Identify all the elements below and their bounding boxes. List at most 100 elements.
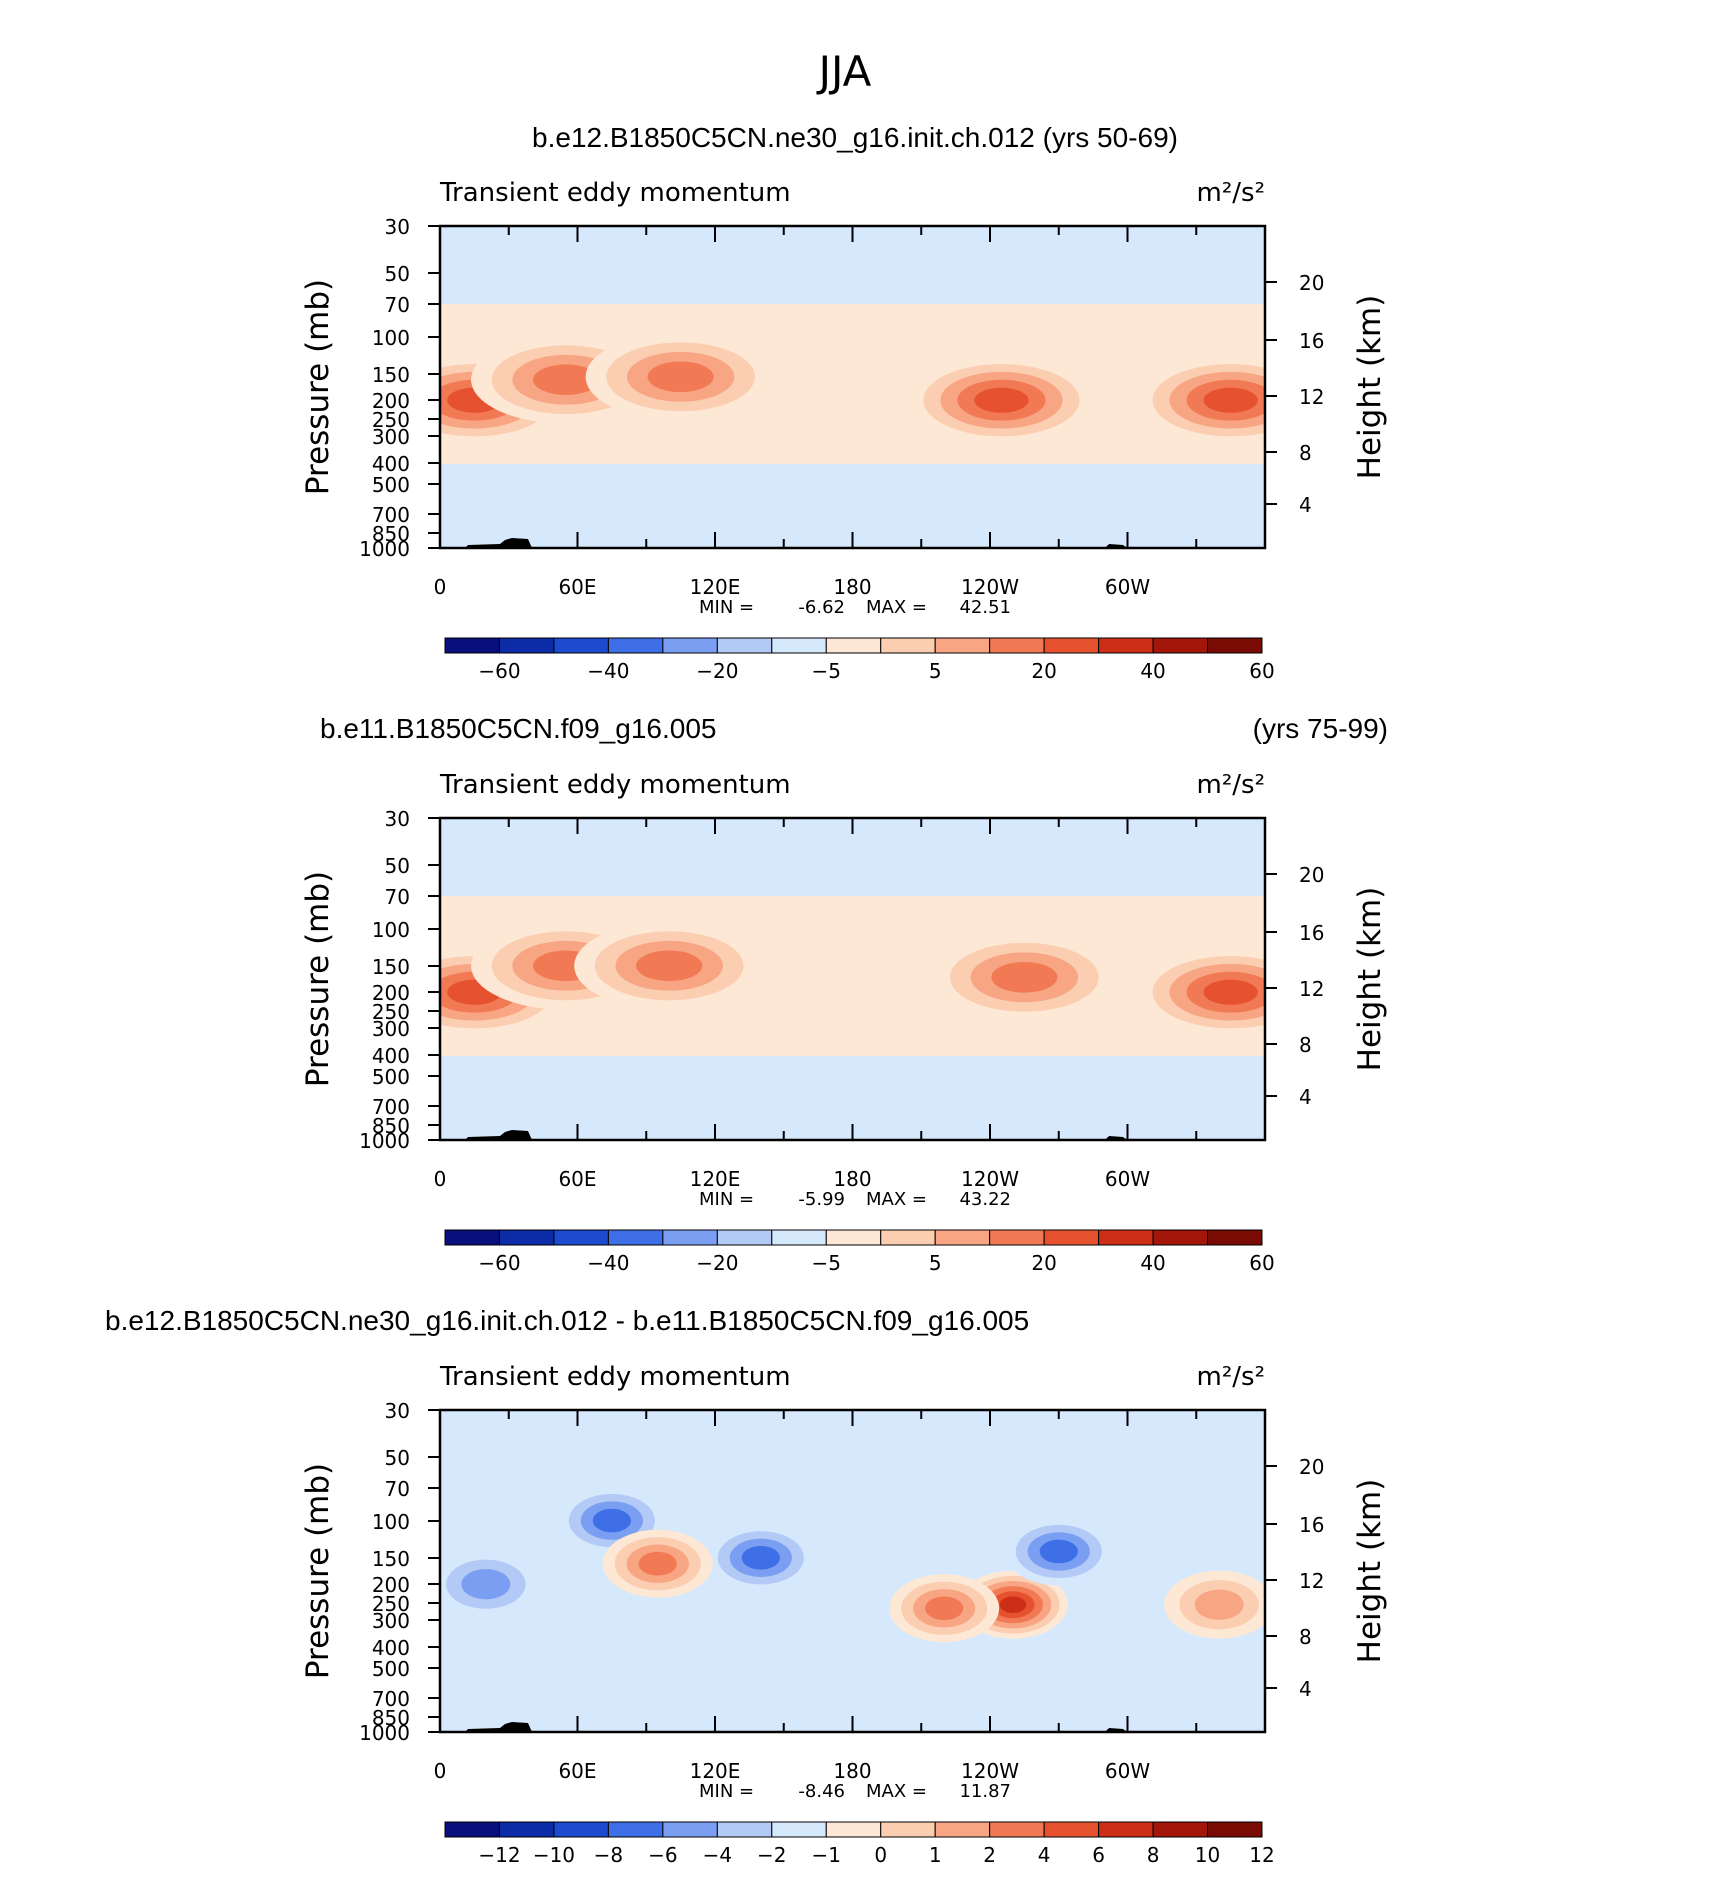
colorbar-box [989,637,1045,654]
y-tick-label: 70 [385,885,410,909]
max-value: 43.22 [959,1189,1011,1210]
colorbar-box [716,1229,773,1246]
panel-subtitle: Transient eddy momentum [439,1362,791,1392]
y-tick-label: 300 [372,1609,410,1633]
contour-jet-6-level-3 [461,1569,511,1600]
max-value: 11.87 [959,1781,1011,1802]
y-tick-label: 250 [372,1592,410,1616]
colorbar-box [1098,637,1154,654]
x-tick-label: 0 [434,1759,447,1783]
colorbar-label: 20 [1031,659,1056,683]
height-tick-label: 20 [1299,271,1324,295]
colorbar-label: 40 [1140,1251,1165,1275]
x-tick-label: 120W [961,1759,1019,1783]
colorbar-box [607,1229,664,1246]
height-tick-label: 12 [1299,1569,1324,1593]
colorbar-label: −60 [478,1251,520,1275]
colorbar-label: −10 [533,1843,575,1867]
x-tick-label: 120E [690,1167,741,1191]
y-tick-label: 100 [372,1510,410,1534]
colorbar-box [444,637,500,654]
colorbar-label: 40 [1140,659,1165,683]
colorbar-box [662,637,718,654]
y-axis-label: Pressure (mb) [300,279,336,495]
height-tick-label: 8 [1299,1033,1312,1057]
y-tick-label: 700 [372,503,410,527]
y-tick-label: 200 [372,389,410,413]
x-tick-label: 60W [1105,575,1150,599]
height-tick-label: 4 [1299,493,1312,517]
y-axis-label: Pressure (mb) [300,871,336,1087]
height-axis-label: Height (km) [1352,295,1388,480]
y-tick-label: 200 [372,1573,410,1597]
colorbar-box [553,637,609,654]
min-label: MIN = [699,1781,754,1802]
height-tick-label: 16 [1299,329,1324,353]
colorbar-label: 8 [1147,1843,1160,1867]
height-tick-label: 12 [1299,385,1324,409]
colorbar-box [553,1821,609,1838]
colorbar-label: −12 [478,1843,520,1867]
colorbar-label: 4 [1038,1843,1051,1867]
y-tick-label: 150 [372,955,410,979]
y-tick-label: 1000 [359,1721,410,1745]
colorbar-box [934,1821,991,1838]
y-tick-label: 700 [372,1095,410,1119]
contour-jet-3-level-4 [638,1551,677,1576]
panel-title: b.e12.B1850C5CN.ne30_g16.init.ch.012 (yr… [532,122,1178,153]
contour-jet-5-level-5 [1203,979,1258,1005]
units-label: m²/s² [1197,770,1265,800]
y-tick-label: 400 [372,1044,410,1068]
colorbar-box [1043,1821,1100,1838]
y-tick-label: 850 [372,522,410,546]
colorbar-label: 5 [929,1251,942,1275]
x-tick-label: 60E [558,575,596,599]
colorbar-label: 6 [1092,1843,1105,1867]
contour-jet-8-level-4 [925,1596,964,1621]
min-value: -8.46 [798,1781,845,1802]
x-tick-label: 60E [558,1759,596,1783]
x-tick-label: 0 [434,575,447,599]
min-label: MIN = [699,1189,754,1210]
y-tick-label: 70 [385,293,410,317]
y-tick-label: 30 [385,1399,410,1423]
colorbar-box [771,637,827,654]
colorbar-box [607,637,664,654]
topography [465,1130,532,1140]
colorbar-label: 20 [1031,1251,1056,1275]
colorbar-box [444,1229,500,1246]
colorbar-label: 60 [1249,659,1274,683]
colorbar-label: 5 [929,659,942,683]
colorbar-box [1098,1229,1154,1246]
min-value: -6.62 [798,597,845,618]
colorbar-label: −40 [587,659,629,683]
figure-title: JJA [816,47,872,96]
contour-jet-1-level-4 [592,1508,632,1533]
height-tick-label: 20 [1299,1455,1324,1479]
colorbar-box [880,1821,936,1838]
y-tick-label: 150 [372,363,410,387]
colorbar-box [498,637,555,654]
topography [465,1722,532,1732]
colorbar-box [1207,1821,1263,1838]
contour-jet-3-level-4 [647,361,714,393]
min-value: -5.99 [798,1189,845,1210]
y-axis-label: Pressure (mb) [300,1463,336,1679]
units-label: m²/s² [1197,1362,1265,1392]
contour-jet-4-level-4 [991,961,1058,993]
colorbar-box [771,1229,827,1246]
colorbar-label: −40 [587,1251,629,1275]
contour-field [440,226,1265,548]
colorbar-label: 10 [1195,1843,1220,1867]
x-tick-label: 180 [833,575,871,599]
max-value: 42.51 [959,597,1011,618]
colorbar-label: −6 [648,1843,677,1867]
colorbar-box [1152,1821,1209,1838]
colorbar-box [934,637,991,654]
max-label: MAX = [866,1781,927,1802]
colorbar-label: −1 [812,1843,841,1867]
colorbar-label: −5 [812,1251,841,1275]
panel-subtitle: Transient eddy momentum [439,770,791,800]
